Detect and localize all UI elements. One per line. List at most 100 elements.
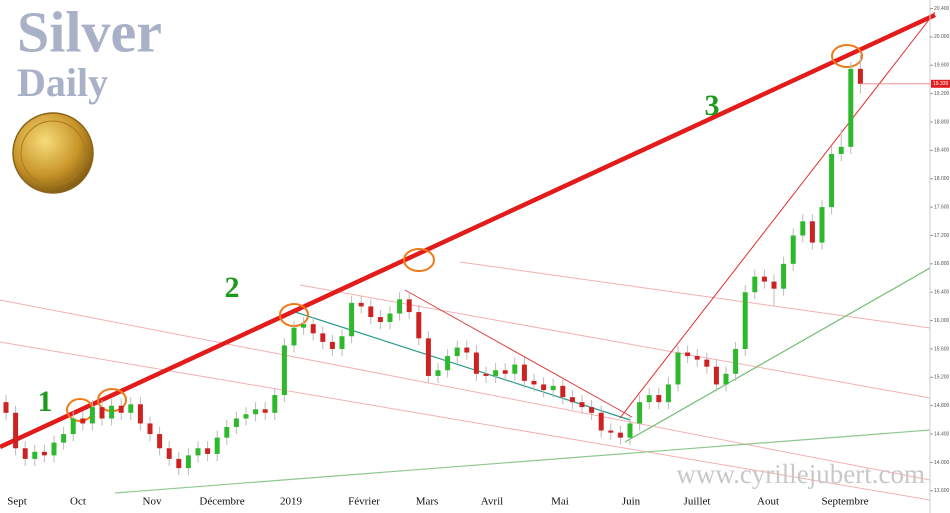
candle-body — [109, 405, 115, 419]
candle-body — [541, 384, 547, 391]
candle-body — [608, 430, 614, 433]
x-tick-label: Avril — [481, 496, 503, 508]
candle-body — [61, 434, 67, 443]
candle-body — [51, 442, 57, 456]
y-tick-label: 17.600 — [934, 204, 950, 210]
candle-body — [579, 402, 585, 408]
candle-body — [416, 312, 422, 339]
candle-body — [243, 414, 249, 419]
chart-title: Silver — [17, 0, 162, 64]
y-tick-label: 18.400 — [934, 148, 950, 154]
x-tick-label: Aout — [757, 496, 779, 508]
candle-body — [646, 395, 652, 403]
y-tick-label: 16.800 — [934, 261, 950, 267]
candle-body — [713, 366, 719, 385]
candle-body — [147, 423, 153, 435]
x-tick-label: Février — [348, 496, 380, 508]
candle-body — [857, 68, 863, 84]
y-tick-label: 15.600 — [934, 346, 950, 352]
candle-body — [819, 207, 825, 243]
candle-body — [377, 317, 383, 323]
chart-subtitle: Daily — [17, 60, 108, 105]
y-tick-label: 14.800 — [934, 403, 950, 409]
candle-body — [512, 364, 518, 374]
candle-body — [3, 402, 9, 413]
candle-body — [358, 302, 364, 307]
y-tick-label: 15.200 — [934, 375, 950, 381]
candle-body — [137, 404, 143, 424]
candle-body — [848, 68, 854, 147]
candle-body — [272, 395, 278, 413]
candle-body — [781, 263, 787, 289]
candle-body — [281, 345, 287, 396]
candle-body — [550, 385, 556, 391]
watermark: www.cyrillejubert.com — [676, 459, 925, 489]
candle-body — [205, 448, 211, 454]
candle-body — [435, 370, 441, 376]
y-tick-label: 18.000 — [934, 176, 950, 182]
candle-body — [483, 373, 489, 376]
x-tick-label: Mars — [416, 496, 439, 508]
candle-body — [329, 341, 335, 349]
candle-body — [704, 359, 710, 367]
candle-body — [32, 451, 38, 459]
candle-body — [157, 434, 163, 449]
candle-body — [560, 385, 566, 398]
candle-body — [387, 313, 393, 323]
candle-body — [589, 407, 595, 413]
candle-body — [301, 324, 307, 328]
candle-body — [214, 437, 220, 454]
candle-body — [800, 221, 806, 236]
x-tick-label: Décembre — [199, 496, 244, 508]
candle-body — [195, 448, 201, 456]
candle-body — [118, 405, 124, 413]
y-tick-label: 16.400 — [934, 290, 950, 296]
candle-body — [349, 302, 355, 337]
candle-body — [656, 395, 662, 403]
candle-body — [790, 235, 796, 264]
candle-body — [675, 352, 681, 385]
x-tick-label: Mai — [551, 496, 569, 508]
x-tick-label: Juillet — [684, 496, 711, 508]
candle-body — [723, 373, 729, 385]
candle-body — [473, 352, 479, 374]
candle-body — [627, 423, 633, 438]
candle-body — [176, 458, 182, 469]
y-tick-label: 18.800 — [934, 119, 950, 125]
y-tick-label: 14.400 — [934, 431, 950, 437]
annotation: 1 — [38, 385, 53, 418]
candle-body — [425, 338, 431, 376]
candle-body — [13, 412, 19, 449]
candle-body — [454, 347, 460, 357]
candle-body — [128, 404, 134, 413]
candle-body — [752, 276, 758, 293]
candle-body — [80, 418, 86, 424]
candle-body — [22, 448, 28, 459]
candle-body — [733, 348, 739, 374]
x-tick-label: Septembre — [821, 496, 868, 508]
annotation: 3 — [705, 89, 720, 122]
candle-body — [262, 409, 268, 413]
candle-body — [320, 333, 326, 342]
candle-body — [685, 352, 691, 357]
candle-body — [397, 299, 403, 314]
candle-body — [185, 455, 191, 469]
candle-body — [771, 281, 777, 289]
y-tick-label: 14.000 — [934, 460, 950, 466]
y-tick-label: 17.200 — [934, 233, 950, 239]
candle-body — [291, 327, 297, 346]
candle-body — [569, 397, 575, 403]
last-price-label: 19.339 — [933, 81, 949, 87]
candle-body — [617, 432, 623, 438]
candle-body — [224, 426, 230, 438]
candle-body — [310, 324, 316, 334]
x-tick-label: Sept — [7, 496, 27, 508]
candle-body — [70, 418, 76, 435]
candle-body — [665, 384, 671, 403]
x-tick-label: Oct — [70, 496, 86, 508]
y-tick-label: 13.600 — [934, 488, 950, 494]
candle-body — [493, 370, 499, 376]
candle-body — [368, 306, 374, 318]
candle-body — [809, 221, 815, 243]
